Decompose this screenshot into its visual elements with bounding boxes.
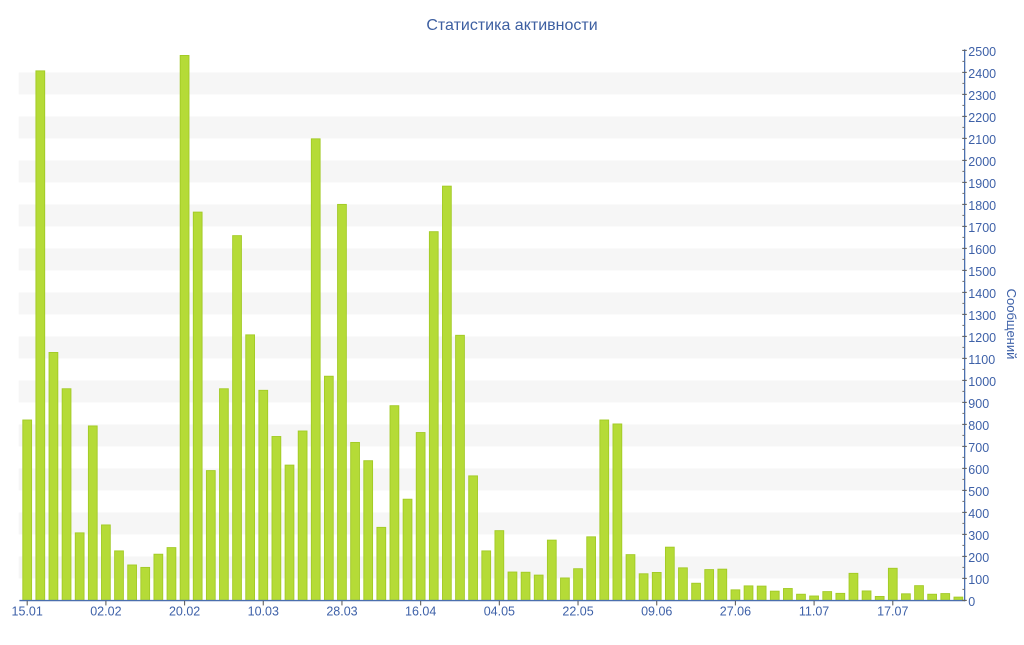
svg-text:1000: 1000 (968, 375, 996, 389)
svg-text:2500: 2500 (968, 45, 996, 59)
svg-text:20.02: 20.02 (169, 604, 200, 618)
svg-text:400: 400 (968, 507, 989, 521)
svg-text:10.03: 10.03 (248, 604, 279, 618)
svg-text:17.07: 17.07 (877, 604, 908, 618)
svg-text:600: 600 (968, 463, 989, 477)
svg-text:11.07: 11.07 (799, 604, 829, 618)
svg-text:1500: 1500 (968, 265, 996, 279)
svg-text:Статистика активности: Статистика активности (426, 17, 597, 34)
svg-text:900: 900 (968, 397, 989, 411)
svg-text:1800: 1800 (968, 199, 996, 213)
svg-text:2400: 2400 (968, 67, 996, 81)
svg-text:04.05: 04.05 (484, 604, 515, 618)
svg-text:2100: 2100 (968, 133, 996, 147)
svg-text:2000: 2000 (968, 155, 996, 169)
svg-text:2200: 2200 (968, 111, 996, 125)
svg-text:200: 200 (968, 551, 989, 565)
svg-text:800: 800 (968, 419, 989, 433)
svg-text:28.03: 28.03 (326, 604, 357, 618)
svg-text:100: 100 (968, 573, 989, 587)
svg-text:27.06: 27.06 (720, 604, 751, 618)
svg-text:1900: 1900 (968, 177, 996, 191)
svg-text:1600: 1600 (968, 243, 996, 257)
svg-text:700: 700 (968, 441, 989, 455)
svg-text:22.05: 22.05 (562, 604, 593, 618)
svg-text:15.01: 15.01 (12, 604, 43, 618)
svg-text:2300: 2300 (968, 89, 996, 103)
svg-text:09.06: 09.06 (641, 604, 672, 618)
svg-text:1100: 1100 (968, 353, 995, 367)
svg-text:1300: 1300 (968, 309, 996, 323)
svg-text:02.02: 02.02 (90, 604, 121, 618)
svg-text:1700: 1700 (968, 221, 996, 235)
svg-text:1200: 1200 (968, 331, 996, 345)
svg-text:300: 300 (968, 529, 989, 543)
svg-text:1400: 1400 (968, 287, 996, 301)
svg-text:Сообщений: Сообщений (1004, 289, 1019, 360)
svg-text:16.04: 16.04 (405, 604, 436, 618)
svg-text:500: 500 (968, 485, 989, 499)
svg-text:0: 0 (968, 595, 975, 609)
